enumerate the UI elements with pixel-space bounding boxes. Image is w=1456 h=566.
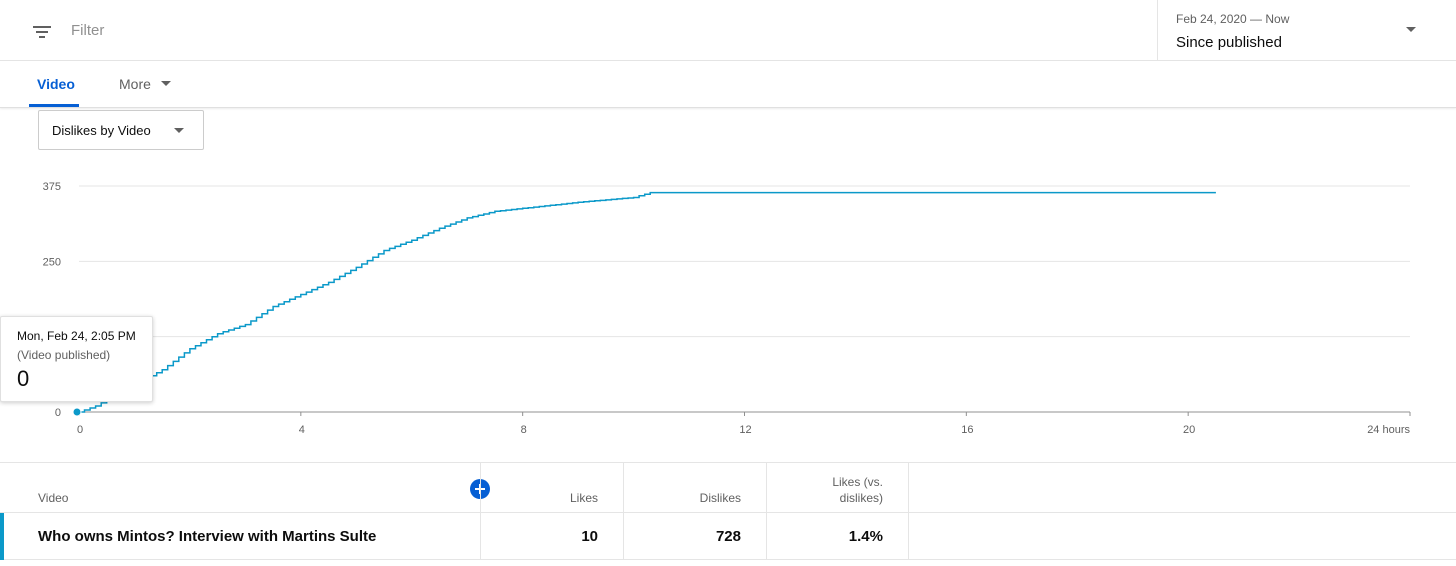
- y-tick-label: 250: [43, 256, 61, 268]
- metrics-table: Video Likes Dislikes Likes (vs. dislikes…: [0, 462, 1456, 560]
- x-tick-label: 4: [299, 424, 305, 436]
- header-likes-label: Likes: [569, 491, 598, 505]
- row-likes: 10: [581, 528, 598, 545]
- date-range-picker[interactable]: Feb 24, 2020 — Now Since published: [1157, 0, 1456, 61]
- column-divider: [623, 463, 624, 560]
- tooltip-date: Mon, Feb 24, 2:05 PM: [17, 329, 136, 343]
- tab-video-label: Video: [37, 76, 75, 92]
- caret-down-icon: [161, 81, 171, 86]
- caret-down-icon: [1406, 27, 1416, 32]
- filter-bar: Filter Feb 24, 2020 — Now Since publishe…: [0, 0, 1456, 61]
- table-row[interactable]: Who owns Mintos? Interview with Martins …: [0, 513, 1456, 560]
- header-likes-vs-dislikes[interactable]: Likes (vs. dislikes): [766, 463, 908, 513]
- header-dislikes[interactable]: Dislikes: [623, 463, 766, 513]
- caret-down-icon: [174, 128, 184, 133]
- tabs-bar: Video More: [0, 61, 1456, 108]
- row-dislikes: 728: [715, 528, 741, 545]
- header-ratio-line2: dislikes): [839, 491, 883, 505]
- x-tick-label: 8: [521, 424, 527, 436]
- tooltip-value: 0: [17, 366, 30, 391]
- date-range-text: Feb 24, 2020 — Now: [1176, 12, 1290, 26]
- row-ratio: 1.4%: [848, 528, 883, 545]
- header-ratio-line1: Likes (vs.: [832, 475, 883, 489]
- tab-more[interactable]: More: [108, 61, 188, 107]
- metric-dropdown-value: Dislikes by Video: [52, 123, 151, 138]
- x-tick-label: 12: [739, 424, 751, 436]
- metric-dropdown[interactable]: Dislikes by Video: [38, 110, 204, 150]
- tab-more-label: More: [119, 76, 151, 92]
- tooltip-note: (Video published): [17, 348, 111, 362]
- x-tick-label: 24 hours: [1367, 424, 1410, 436]
- row-color-marker: [0, 513, 4, 560]
- data-point-marker: [72, 407, 82, 417]
- y-tick-label: 375: [43, 181, 61, 193]
- dislikes-line-chart: 0 250 375 0 4 8 12 16 20 24 hours: [43, 181, 1411, 436]
- tab-video[interactable]: Video: [0, 61, 79, 107]
- filter-icon[interactable]: [30, 20, 54, 44]
- y-tick-label: 0: [55, 407, 61, 419]
- column-divider: [766, 463, 767, 560]
- header-video-label: Video: [38, 491, 69, 505]
- x-tick-label: 20: [1183, 424, 1195, 436]
- header-likes[interactable]: Likes: [480, 463, 623, 513]
- column-divider: [480, 463, 481, 560]
- header-dislikes-label: Dislikes: [699, 491, 741, 505]
- date-range-label: Since published: [1176, 34, 1282, 51]
- x-tick-label: 16: [961, 424, 973, 436]
- chart-tooltip: Mon, Feb 24, 2:05 PM (Video published) 0: [0, 316, 153, 402]
- header-empty: [908, 463, 1456, 513]
- row-video-title: Who owns Mintos? Interview with Martins …: [38, 528, 377, 545]
- column-divider: [908, 463, 909, 560]
- x-tick-label: 0: [77, 424, 83, 436]
- series-line: [79, 191, 1216, 413]
- filter-input[interactable]: Filter: [71, 22, 105, 39]
- active-tab-indicator: [29, 104, 79, 107]
- header-video[interactable]: Video: [0, 463, 480, 513]
